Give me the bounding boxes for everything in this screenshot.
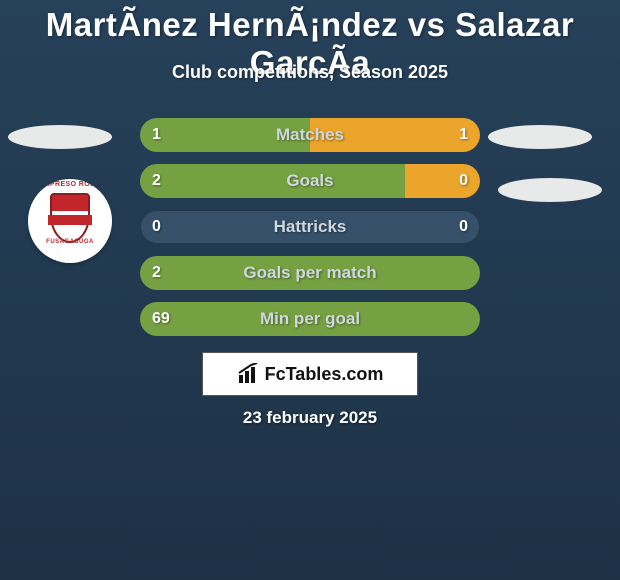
stat-row: Goals per match2 [140, 256, 480, 290]
club-logo-band [48, 215, 92, 225]
comparison-subtitle: Club competitions, Season 2025 [0, 62, 620, 83]
club-logo-bottom-text: FUSAGASUGA [28, 239, 112, 245]
bar-label: Goals per match [140, 256, 480, 290]
player1-avatar-placeholder [8, 125, 112, 149]
stats-bars: Matches11Goals20Hattricks00Goals per mat… [140, 118, 480, 348]
brand-box: FcTables.com [202, 352, 418, 396]
stat-row: Hattricks0 0 [140, 210, 480, 244]
bar-value-player1: 2 [152, 256, 161, 290]
club-logo-top-text: EXPRESO ROJO [28, 181, 112, 188]
bar-value-player1: 69 [152, 302, 170, 336]
bar-value-player2: 0 [459, 164, 468, 198]
bar-value-player1: 2 [152, 164, 161, 198]
player2-avatar-placeholder [488, 125, 592, 149]
bar-value-player1: 0 [152, 210, 161, 244]
brand-text: FcTables.com [265, 364, 384, 385]
stat-row: Matches1 1 [140, 118, 480, 152]
bar-value-player2: 0 [459, 210, 468, 244]
bar-value-player1: 1 [152, 118, 161, 152]
chart-icon [237, 363, 261, 385]
stat-row: Min per goal69 [140, 302, 480, 336]
bar-label: Matches [140, 118, 480, 152]
bar-value-player2: 1 [459, 118, 468, 152]
date-text: 23 february 2025 [0, 408, 620, 428]
player2-club-placeholder [498, 178, 602, 202]
bar-label: Goals [140, 164, 480, 198]
stat-row: Goals2 0 [140, 164, 480, 198]
bar-label: Min per goal [140, 302, 480, 336]
bar-label: Hattricks [140, 210, 480, 244]
player1-club-logo: EXPRESO ROJO FUSAGASUGA [28, 179, 112, 263]
